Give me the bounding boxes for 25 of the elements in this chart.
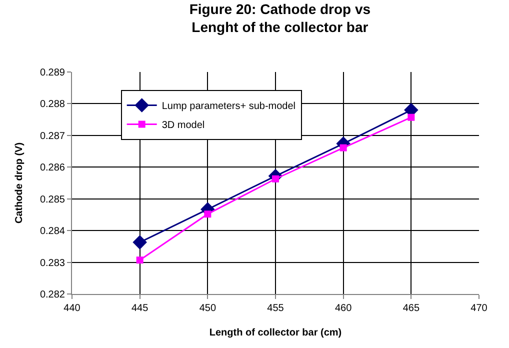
x-tick-label: 460 xyxy=(334,303,352,314)
y-tick-label: 0.283 xyxy=(40,258,66,269)
point xyxy=(204,210,212,218)
x-tick-label: 465 xyxy=(402,303,420,314)
legend-label: 3D model xyxy=(162,120,205,132)
x-tick-label: 470 xyxy=(470,303,488,314)
y-tick-label: 0.285 xyxy=(40,194,66,206)
y-tick-label: 0.282 xyxy=(40,290,66,300)
x-axis-title: Length of collector bar (cm) xyxy=(209,328,342,338)
point xyxy=(408,114,415,121)
y-axis-title: Cathode drop (V) xyxy=(14,142,25,224)
x-tick-label: 450 xyxy=(199,303,216,314)
y-tick-label: 0.287 xyxy=(40,130,66,142)
y-tick-label: 0.286 xyxy=(40,162,66,174)
x-tick-label: 440 xyxy=(64,303,81,314)
point xyxy=(136,256,144,264)
y-tick-label: 0.288 xyxy=(40,99,66,110)
point xyxy=(132,235,147,250)
x-tick-label: 445 xyxy=(131,303,149,314)
legend-label: Lump parameters+ sub-model xyxy=(162,101,296,112)
x-tick-label: 455 xyxy=(267,303,284,314)
y-tick-label: 0.289 xyxy=(40,68,66,78)
y-tick-label: 0.284 xyxy=(40,226,66,238)
chart-title: Figure 20: Cathode drop vs Lenght of the collector bar xyxy=(189,0,371,36)
point xyxy=(340,144,347,152)
